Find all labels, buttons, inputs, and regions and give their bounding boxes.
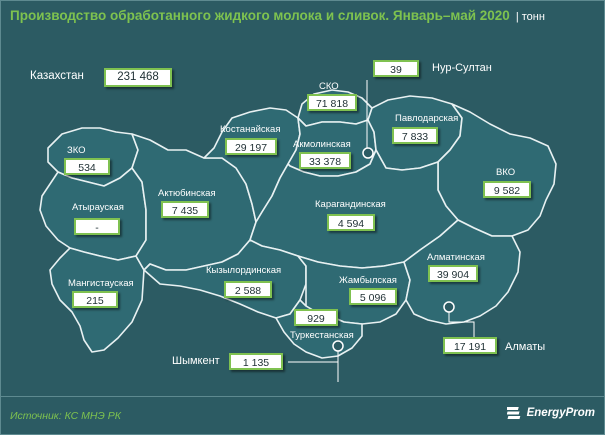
source-note: Источник: КС МНЭ РК bbox=[10, 410, 121, 422]
total-value: 231 468 bbox=[104, 68, 172, 87]
city-nursultan-value: 39 bbox=[373, 60, 419, 77]
region-pavlodar-label: Павлодарская bbox=[395, 113, 459, 124]
region-sko-value: 71 818 bbox=[307, 94, 357, 111]
region-turkestan-value: 929 bbox=[294, 309, 338, 326]
region-vko-value: 9 582 bbox=[483, 181, 531, 198]
city-nursultan-label: Нур-Султан bbox=[432, 62, 492, 74]
region-zhambyl-label: Жамбылская bbox=[339, 275, 397, 286]
region-almaty-obl-value: 39 904 bbox=[428, 265, 478, 282]
logo-text: EnergyProm bbox=[526, 407, 595, 419]
city-shymkent-value: 1 135 bbox=[229, 353, 283, 370]
region-aktobe-value: 7 435 bbox=[161, 201, 209, 218]
city-almaty-label: Алматы bbox=[505, 341, 546, 353]
energyprom-logo: EnergyProm bbox=[506, 406, 595, 420]
title-row: Производство обработанного жидкого молок… bbox=[10, 8, 545, 28]
page-title: Производство обработанного жидкого молок… bbox=[10, 8, 510, 23]
energyprom-mark-icon bbox=[506, 407, 520, 419]
region-mangystau-value: 215 bbox=[72, 291, 118, 308]
region-kyzylorda-value: 2 588 bbox=[224, 281, 272, 298]
region-mangystau-label: Мангистауская bbox=[68, 278, 134, 289]
region-kostanay-label: Костанайская bbox=[220, 124, 281, 135]
city-shymkent-label: Шымкент bbox=[172, 355, 220, 367]
region-aktobe-label: Актюбинская bbox=[158, 188, 216, 199]
unit-label: | тонн bbox=[515, 11, 545, 23]
region-kyzylorda-label: Кызылординская bbox=[206, 265, 282, 276]
region-almaty-obl-label: Алматинская bbox=[427, 252, 485, 263]
total-label: Казахстан bbox=[30, 70, 84, 82]
region-akmola-value: 33 378 bbox=[299, 152, 351, 169]
region-vko-label: ВКО bbox=[496, 167, 516, 178]
region-turkestan-label: Туркестанская bbox=[290, 330, 354, 341]
region-atyrau-label: Атырауская bbox=[72, 202, 124, 213]
region-karaganda-value: 4 594 bbox=[327, 214, 375, 231]
region-zko-value: 534 bbox=[64, 158, 110, 175]
almaty-connector bbox=[448, 308, 475, 340]
footer-divider bbox=[1, 396, 604, 397]
region-pavlodar-value: 7 833 bbox=[392, 127, 438, 144]
region-sko-label: СКО bbox=[319, 81, 339, 92]
region-zko-label: ЗКО bbox=[67, 145, 86, 156]
region-atyrau-value: - bbox=[74, 218, 120, 235]
region-akmola-label: Акмолинская bbox=[293, 139, 351, 150]
region-zhambyl-value: 5 096 bbox=[349, 288, 397, 305]
region-karaganda-label: Карагандинская bbox=[315, 199, 386, 210]
nursultan-marker bbox=[362, 147, 374, 159]
almaty-marker bbox=[443, 301, 455, 313]
city-almaty-value: 17 191 bbox=[443, 337, 497, 354]
region-kostanay-value: 29 197 bbox=[225, 138, 277, 155]
shymkent-marker bbox=[332, 340, 344, 352]
